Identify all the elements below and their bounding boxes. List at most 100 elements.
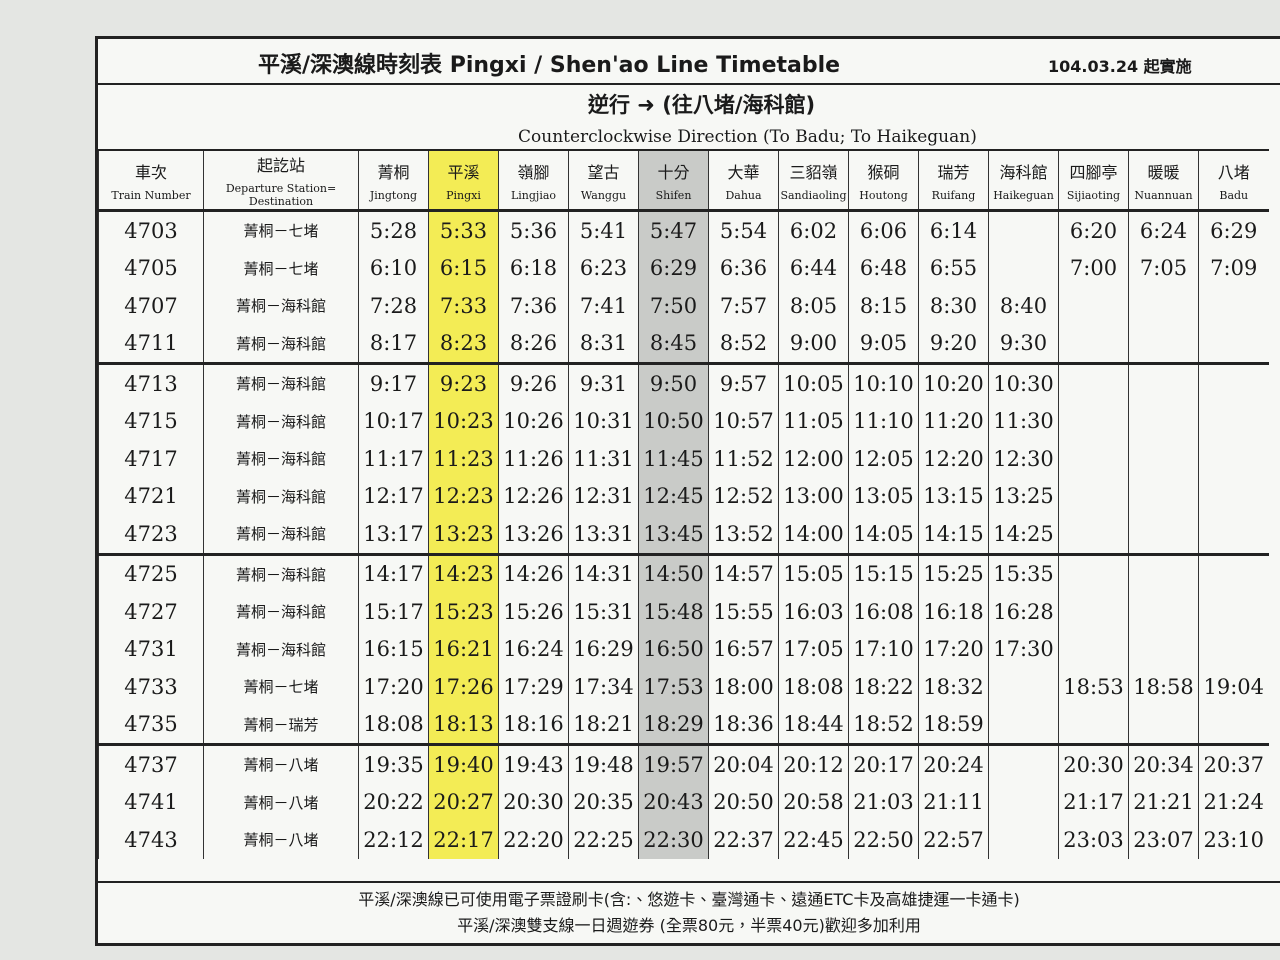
column-header-en: Shifen — [655, 188, 692, 202]
time-cell: 16:24 — [498, 630, 569, 668]
row-group: 4725 菁桐－海科館 14:17 14:23 14:26 14:31 14:50 14:57… — [98, 554, 1269, 745]
time-cell: 5:54 — [708, 210, 779, 250]
route: 菁桐－海科館 — [203, 515, 359, 554]
train-number: 4725 — [98, 554, 204, 593]
time-cell: 12:20 — [918, 440, 989, 478]
timetable: 車次 Train Number 起訖站 Departure Station= Dest… — [98, 149, 1269, 859]
time-cell: 11:26 — [498, 440, 569, 478]
train-number: 4727 — [98, 593, 204, 631]
column-header: 三貂嶺 Sandiaoling — [778, 149, 849, 212]
time-cell: 17:26 — [428, 668, 499, 706]
title-row: 平溪/深澳線時刻表 Pingxi / Shen'ao Line Timetabl… — [98, 39, 1280, 85]
column-header: 車次 Train Number — [98, 149, 204, 212]
time-cell: 10:31 — [568, 402, 639, 440]
time-cell: 8:40 — [988, 287, 1059, 325]
train-number: 4731 — [98, 630, 204, 668]
time-cell — [988, 705, 1059, 745]
time-cell: 9:20 — [918, 324, 989, 364]
time-cell: 7:09 — [1198, 249, 1269, 287]
column-header-zh: 瑞芳 — [937, 162, 970, 182]
time-cell: 8:31 — [568, 324, 639, 364]
time-cell: 14:25 — [988, 515, 1059, 554]
effective-date: 104.03.24 起實施 — [1048, 57, 1192, 76]
column-header-en: Dahua — [725, 188, 762, 202]
time-cell: 18:22 — [848, 668, 919, 706]
time-cell — [1128, 705, 1199, 745]
time-cell: 10:57 — [708, 402, 779, 440]
time-cell — [1128, 593, 1199, 631]
time-cell: 10:23 — [428, 402, 499, 440]
time-cell: 14:31 — [568, 554, 639, 593]
column-header-zh: 車次 — [134, 162, 167, 182]
time-cell: 13:15 — [918, 477, 989, 515]
time-cell: 6:20 — [1058, 210, 1129, 250]
time-cell: 7:28 — [358, 287, 429, 325]
time-cell — [1198, 515, 1269, 554]
time-cell — [1128, 477, 1199, 515]
column-header-zh: 嶺腳 — [517, 162, 550, 182]
route: 菁桐－七堵 — [203, 668, 359, 706]
time-cell: 10:50 — [638, 402, 709, 440]
time-cell: 6:44 — [778, 249, 849, 287]
time-cell: 7:36 — [498, 287, 569, 325]
train-number: 4703 — [98, 210, 204, 250]
time-cell: 6:24 — [1128, 210, 1199, 250]
column-header: 海科館 Haikeguan — [988, 149, 1059, 212]
time-cell: 15:26 — [498, 593, 569, 631]
time-cell: 12:52 — [708, 477, 779, 515]
time-cell — [1128, 402, 1199, 440]
time-cell — [1058, 515, 1129, 554]
column-header-en: Nuannuan — [1134, 188, 1193, 202]
time-cell — [1058, 440, 1129, 478]
time-cell: 20:12 — [778, 744, 849, 784]
route: 菁桐－七堵 — [203, 249, 359, 287]
time-cell: 14:05 — [848, 515, 919, 554]
time-cell: 15:15 — [848, 554, 919, 593]
time-cell: 6:23 — [568, 249, 639, 287]
time-cell: 12:26 — [498, 477, 569, 515]
column-header: 平溪 Pingxi — [428, 149, 499, 212]
column-header: 四腳亭 Sijiaoting — [1058, 149, 1129, 212]
time-cell: 16:57 — [708, 630, 779, 668]
time-cell: 20:58 — [778, 783, 849, 821]
time-cell: 15:23 — [428, 593, 499, 631]
time-cell — [1058, 477, 1129, 515]
header-row: 車次 Train Number 起訖站 Departure Station= Dest… — [98, 149, 1269, 212]
time-cell: 20:22 — [358, 783, 429, 821]
column-header-en: Departure Station= Destination — [225, 182, 337, 208]
time-cell: 17:10 — [848, 630, 919, 668]
column-header-en: Sandiaoling — [780, 188, 847, 202]
time-cell: 13:05 — [848, 477, 919, 515]
time-cell — [1128, 554, 1199, 593]
time-cell — [988, 821, 1059, 859]
time-cell: 11:52 — [708, 440, 779, 478]
time-cell: 7:05 — [1128, 249, 1199, 287]
time-cell: 19:40 — [428, 744, 499, 784]
time-cell: 21:11 — [918, 783, 989, 821]
time-cell: 8:23 — [428, 324, 499, 364]
train-row: 4707 菁桐－海科館 7:28 7:33 7:36 7:41 7:50 7:57 8:05 8:… — [98, 287, 1269, 325]
time-cell: 22:20 — [498, 821, 569, 859]
time-cell — [1128, 630, 1199, 668]
time-cell: 18:13 — [428, 705, 499, 745]
column-header-zh: 大華 — [727, 162, 760, 182]
time-cell — [1198, 402, 1269, 440]
time-cell: 22:12 — [358, 821, 429, 859]
time-cell: 19:43 — [498, 744, 569, 784]
time-cell: 6:14 — [918, 210, 989, 250]
column-header-en: Jingtong — [369, 188, 418, 202]
time-cell: 18:59 — [918, 705, 989, 745]
time-cell: 15:05 — [778, 554, 849, 593]
train-row: 4713 菁桐－海科館 9:17 9:23 9:26 9:31 9:50 9:57 10:05 1… — [98, 363, 1269, 403]
time-cell: 23:07 — [1128, 821, 1199, 859]
time-cell — [1058, 402, 1129, 440]
time-cell: 14:57 — [708, 554, 779, 593]
train-row: 4711 菁桐－海科館 8:17 8:23 8:26 8:31 8:45 8:52 9:00 9:… — [98, 324, 1269, 364]
time-cell: 20:30 — [498, 783, 569, 821]
timetable-sheet: 平溪/深澳線時刻表 Pingxi / Shen'ao Line Timetabl… — [95, 36, 1280, 946]
time-cell: 14:17 — [358, 554, 429, 593]
column-header: 八堵 Badu — [1198, 149, 1269, 212]
time-cell: 20:43 — [638, 783, 709, 821]
column-header-zh: 起訖站 — [256, 156, 305, 175]
time-cell: 17:34 — [568, 668, 639, 706]
